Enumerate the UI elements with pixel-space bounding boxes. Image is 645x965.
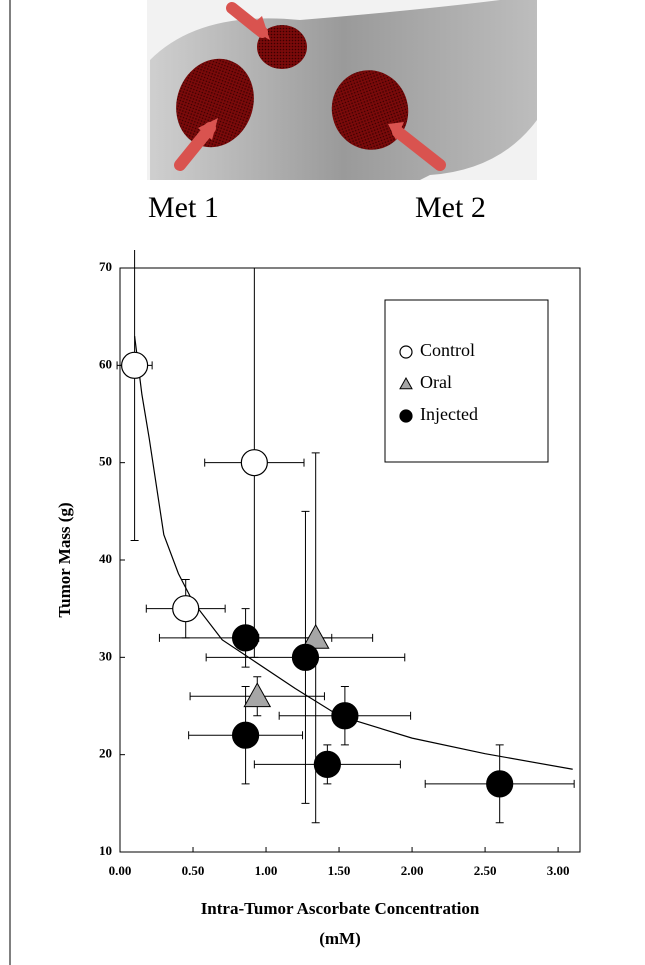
y-tick-label: 70 xyxy=(99,259,112,274)
x-tick-label: 0.00 xyxy=(109,863,132,878)
y-tick-label: 30 xyxy=(99,648,112,663)
legend-marker xyxy=(399,376,413,390)
circle-marker xyxy=(172,595,200,623)
x-tick-label: 3.00 xyxy=(547,863,570,878)
circle-marker xyxy=(231,624,260,652)
y-tick-label: 50 xyxy=(99,454,112,469)
y-axis-title: Tumor Mass (g) xyxy=(55,502,74,617)
circle-marker xyxy=(121,351,149,379)
image-label: Met 1 xyxy=(148,191,219,224)
x-axis-title: (mM) xyxy=(319,929,361,948)
x-axis-title: Intra-Tumor Ascorbate Concentration xyxy=(201,899,480,918)
legend-box xyxy=(384,299,549,463)
triangle-marker xyxy=(243,682,272,708)
circle-marker xyxy=(486,770,514,798)
legend-label: Injected xyxy=(420,404,478,424)
y-tick-label: 20 xyxy=(99,746,112,761)
circle-marker xyxy=(331,702,359,730)
circle-marker xyxy=(240,449,268,477)
legend-label: Control xyxy=(420,340,475,360)
circle-marker xyxy=(231,721,260,749)
circle-marker xyxy=(313,750,341,779)
y-tick-label: 60 xyxy=(99,356,112,371)
x-tick-label: 2.50 xyxy=(474,863,497,878)
y-tick-label: 40 xyxy=(99,551,112,566)
fit-curve xyxy=(134,336,573,770)
legend-label: Oral xyxy=(420,372,452,392)
x-tick-label: 2.00 xyxy=(401,863,424,878)
y-tick-label: 10 xyxy=(99,843,112,858)
mouse-photo xyxy=(147,0,537,180)
triangle-marker xyxy=(301,623,330,649)
x-tick-label: 1.00 xyxy=(255,863,278,878)
legend-marker xyxy=(399,345,413,359)
x-tick-label: 0.50 xyxy=(182,863,205,878)
plot-area xyxy=(116,250,575,824)
image-label: Met 2 xyxy=(415,191,486,224)
x-tick-label: 1.50 xyxy=(328,863,351,878)
legend-marker xyxy=(399,409,413,423)
circle-marker xyxy=(291,643,320,671)
